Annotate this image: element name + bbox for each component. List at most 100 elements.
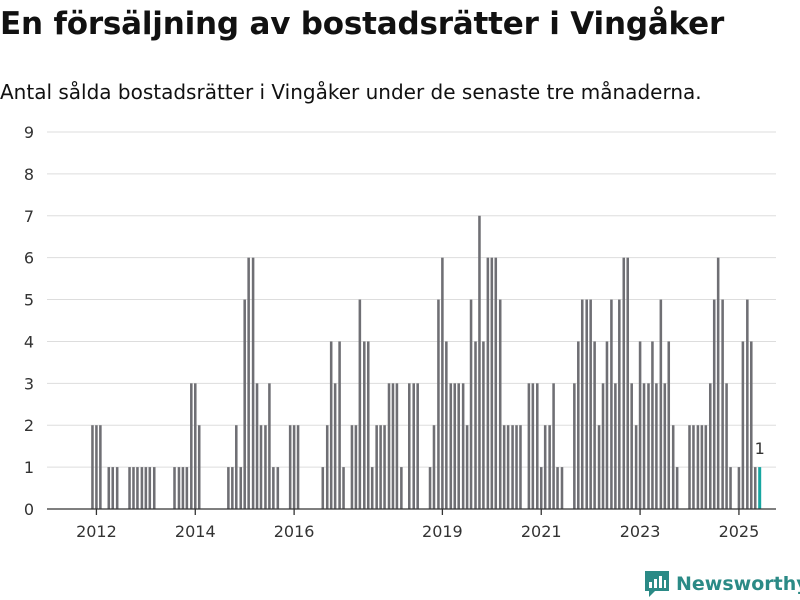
bar [696, 425, 700, 509]
bar [577, 341, 580, 509]
y-tick-label: 8 [24, 165, 34, 184]
bar [407, 383, 411, 509]
bar [428, 467, 432, 509]
bar [296, 425, 300, 509]
bar [626, 257, 630, 509]
x-tick-label: 2014 [175, 522, 216, 541]
tick-labels: 0 1 2 3 4 5 6 7 8 9 1 2012 2014 2016 2019 2021 2023 2025 [24, 123, 765, 541]
bar [614, 383, 617, 509]
bar [387, 383, 391, 509]
bar [395, 383, 399, 509]
bar [243, 299, 246, 509]
bar [638, 341, 642, 509]
bar [107, 467, 111, 509]
page-title: En försäljning av bostadsrätter i Vingåk… [0, 6, 725, 42]
bar-highlight [758, 467, 762, 509]
bar [725, 383, 728, 509]
bar [227, 467, 230, 509]
y-tick-label: 3 [24, 374, 34, 393]
bar [268, 383, 271, 509]
bar [482, 341, 485, 509]
bar [99, 425, 102, 509]
x-tick-label: 2019 [422, 522, 463, 541]
bar [437, 299, 440, 509]
newsworthy-brand: Newsworthy [644, 569, 800, 599]
bar [288, 425, 292, 509]
bar [753, 467, 757, 509]
bar [441, 257, 444, 509]
bar [605, 341, 609, 509]
bar [342, 467, 345, 509]
bar [675, 467, 679, 509]
bar [527, 383, 531, 509]
y-tick-label: 9 [24, 123, 34, 142]
bar [651, 341, 654, 509]
bar [354, 425, 358, 509]
bar [181, 467, 185, 509]
bar [622, 257, 626, 509]
bar [247, 257, 250, 509]
bar [630, 383, 633, 509]
y-tick-label: 2 [24, 416, 34, 435]
bar [136, 467, 139, 509]
bar [185, 467, 189, 509]
bar [474, 341, 477, 509]
x-tick-label: 2012 [76, 522, 117, 541]
bar [692, 425, 695, 509]
bar [251, 257, 255, 509]
bar [412, 383, 416, 509]
bar [128, 467, 131, 509]
bar [333, 383, 337, 509]
bar [358, 299, 362, 509]
newsworthy-logo-icon [645, 571, 669, 597]
bar [580, 299, 584, 509]
bar [111, 467, 115, 509]
bar [536, 383, 539, 509]
bar [461, 383, 465, 509]
bar [552, 383, 555, 509]
bar [152, 467, 156, 509]
bar [91, 425, 94, 509]
y-tick-label: 1 [24, 458, 34, 477]
bar [750, 341, 753, 509]
y-tick-label: 5 [24, 291, 34, 310]
y-tick-label: 7 [24, 207, 34, 226]
x-axis [47, 508, 776, 515]
bar [729, 467, 732, 509]
bar [292, 425, 296, 509]
bar [231, 467, 234, 509]
bar [465, 425, 469, 509]
bar [700, 425, 704, 509]
bar [494, 257, 498, 509]
bar [416, 383, 419, 509]
bar-chart: 0 1 2 3 4 5 6 7 8 9 1 2012 2014 2016 2019 2021 2023 2025 [24, 123, 776, 541]
y-tick-label: 6 [24, 249, 34, 268]
bar [325, 425, 329, 509]
bar [490, 257, 494, 509]
bar [197, 425, 201, 509]
y-tick-label: 0 [24, 500, 34, 519]
bar [659, 299, 663, 509]
bar [708, 383, 712, 509]
bar [515, 425, 518, 509]
bar [132, 467, 135, 509]
bar [746, 299, 749, 509]
bar [338, 341, 341, 509]
bar [259, 425, 263, 509]
bar [264, 425, 267, 509]
page-subtitle: Antal sålda bostadsrätter i Vingåker und… [0, 80, 702, 104]
bar [519, 425, 522, 509]
bar [375, 425, 378, 509]
bar [190, 383, 193, 509]
y-tick-label: 4 [24, 332, 34, 351]
bar [486, 257, 490, 509]
bar [329, 341, 333, 509]
grid-lines [47, 131, 776, 468]
bar [276, 467, 280, 509]
bar [255, 383, 259, 509]
bar [272, 467, 275, 509]
bar [453, 383, 457, 509]
bar [370, 467, 374, 509]
bar [704, 425, 708, 509]
bar [655, 383, 658, 509]
